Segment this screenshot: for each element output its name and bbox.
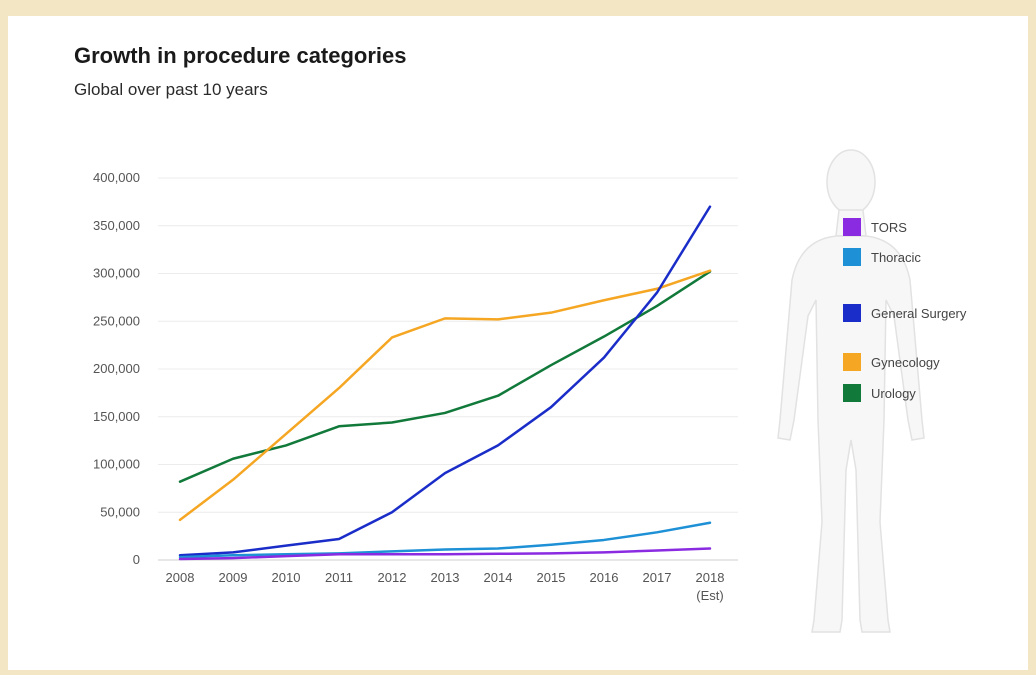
x-axis: 2008 2009 2010 2011 2012 2013 2014 2015 2016 2017… [166,570,725,603]
y-tick-label: 100,000 [93,457,140,472]
legend-label: Gynecology [871,355,940,370]
legend-swatch-tors [843,218,861,236]
y-tick-label: 150,000 [93,409,140,424]
legend-label: TORS [871,220,907,235]
x-tick-label: 2008 [166,570,195,585]
x-tick-label: 2018 [696,570,725,585]
series-line-urology [178,270,712,483]
legend-swatch-gynecology [843,353,861,371]
series-line-thoracic [178,521,712,559]
x-tick-label: 2016 [590,570,619,585]
x-tick-label: 2010 [272,570,301,585]
x-tick-label: 2017 [643,570,672,585]
x-tick-label: 2013 [431,570,460,585]
legend-swatch-general-surgery [843,304,861,322]
y-tick-label: 400,000 [93,170,140,185]
y-tick-label: 250,000 [93,313,140,328]
x-tick-label: 2011 [325,570,353,585]
human-body-silhouette [777,149,925,633]
series-line-tors [178,547,712,561]
y-tick-label: 350,000 [93,218,140,233]
chart-subtitle: Global over past 10 years [74,80,268,99]
chart-gridlines [158,177,738,561]
x-tick-sublabel: (Est) [696,588,723,603]
x-tick-label: 2009 [219,570,248,585]
y-axis: 0 50,000 100,000 150,000 200,000 250,000 300,0… [93,170,140,567]
y-tick-label: 200,000 [93,361,140,376]
legend-label: General Surgery [871,306,967,321]
y-tick-label: 0 [133,552,140,567]
y-tick-label: 50,000 [100,504,140,519]
x-tick-label: 2012 [378,570,407,585]
x-tick-label: 2014 [484,570,513,585]
series-line-gynecology [178,269,712,522]
x-tick-label: 2015 [537,570,566,585]
legend-label: Thoracic [871,250,921,265]
y-tick-label: 300,000 [93,266,140,281]
chart-series-lines [178,205,712,561]
legend-swatch-thoracic [843,248,861,266]
series-line-general-surgery [178,205,712,557]
legend-label: Urology [871,386,916,401]
legend-swatch-urology [843,384,861,402]
chart-legend: TORS Thoracic General Surgery Gynecology Uro… [843,218,967,402]
chart-title: Growth in procedure categories [74,43,407,68]
